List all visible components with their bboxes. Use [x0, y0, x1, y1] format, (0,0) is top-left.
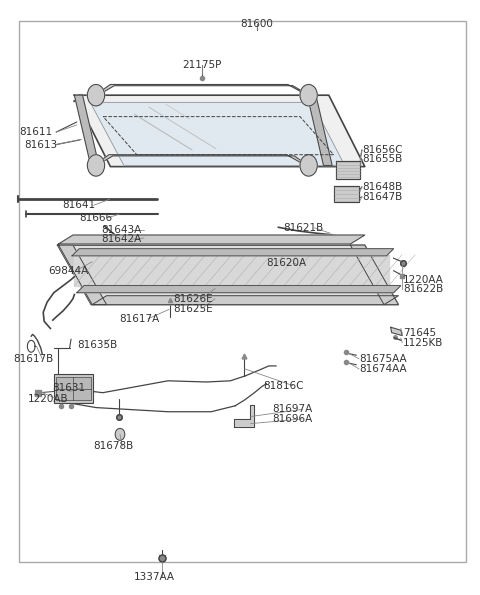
Text: 81641: 81641 — [62, 201, 96, 210]
Polygon shape — [234, 405, 254, 427]
Polygon shape — [94, 155, 310, 167]
Text: 81620A: 81620A — [266, 258, 307, 268]
Polygon shape — [74, 95, 99, 165]
Polygon shape — [307, 95, 332, 165]
Text: 81648B: 81648B — [362, 182, 403, 192]
Text: 81635B: 81635B — [77, 340, 117, 350]
Bar — [56, 377, 91, 400]
Polygon shape — [391, 327, 402, 336]
Circle shape — [300, 84, 317, 106]
Text: 81816C: 81816C — [263, 381, 303, 390]
Text: 81642A: 81642A — [101, 234, 141, 244]
Text: 81621B: 81621B — [283, 223, 324, 233]
Text: 1337AA: 1337AA — [133, 572, 174, 582]
Circle shape — [300, 155, 317, 176]
Polygon shape — [334, 186, 359, 202]
Text: 69844A: 69844A — [48, 266, 88, 275]
Text: 81678B: 81678B — [94, 441, 134, 451]
Text: 81696A: 81696A — [273, 414, 313, 424]
Polygon shape — [74, 255, 389, 286]
Polygon shape — [59, 235, 365, 244]
Text: 81617A: 81617A — [119, 314, 159, 324]
Text: 21175P: 21175P — [182, 61, 221, 70]
Text: 81617B: 81617B — [13, 354, 54, 364]
Bar — [54, 374, 93, 403]
Text: 81656C: 81656C — [362, 145, 403, 155]
Text: 81697A: 81697A — [273, 405, 313, 414]
Text: 1125KB: 1125KB — [403, 338, 444, 347]
Text: 81655B: 81655B — [362, 155, 403, 164]
Text: 81647B: 81647B — [362, 192, 403, 202]
Circle shape — [115, 428, 125, 440]
Polygon shape — [92, 296, 398, 305]
Polygon shape — [74, 95, 365, 167]
Text: 81613: 81613 — [24, 140, 57, 149]
Text: 81631: 81631 — [52, 383, 85, 393]
Polygon shape — [95, 84, 311, 96]
Text: 81675AA: 81675AA — [359, 354, 407, 364]
Circle shape — [87, 155, 105, 176]
Text: 81643A: 81643A — [101, 225, 141, 234]
Polygon shape — [90, 102, 345, 165]
Polygon shape — [350, 245, 398, 305]
Text: 81626E: 81626E — [173, 294, 213, 303]
Polygon shape — [336, 161, 360, 178]
Text: 71645: 71645 — [403, 328, 436, 338]
Polygon shape — [58, 245, 398, 305]
Polygon shape — [59, 245, 107, 305]
Circle shape — [87, 84, 105, 106]
Text: 81674AA: 81674AA — [359, 364, 407, 374]
Text: 81611: 81611 — [19, 127, 52, 137]
Text: 81622B: 81622B — [403, 284, 444, 294]
Polygon shape — [72, 249, 394, 256]
Text: 81625E: 81625E — [173, 304, 213, 314]
Text: 1220AB: 1220AB — [28, 394, 69, 403]
Text: 81666: 81666 — [79, 213, 112, 223]
Text: 1220AA: 1220AA — [403, 275, 444, 284]
Polygon shape — [77, 286, 401, 293]
Text: 81600: 81600 — [240, 19, 273, 29]
